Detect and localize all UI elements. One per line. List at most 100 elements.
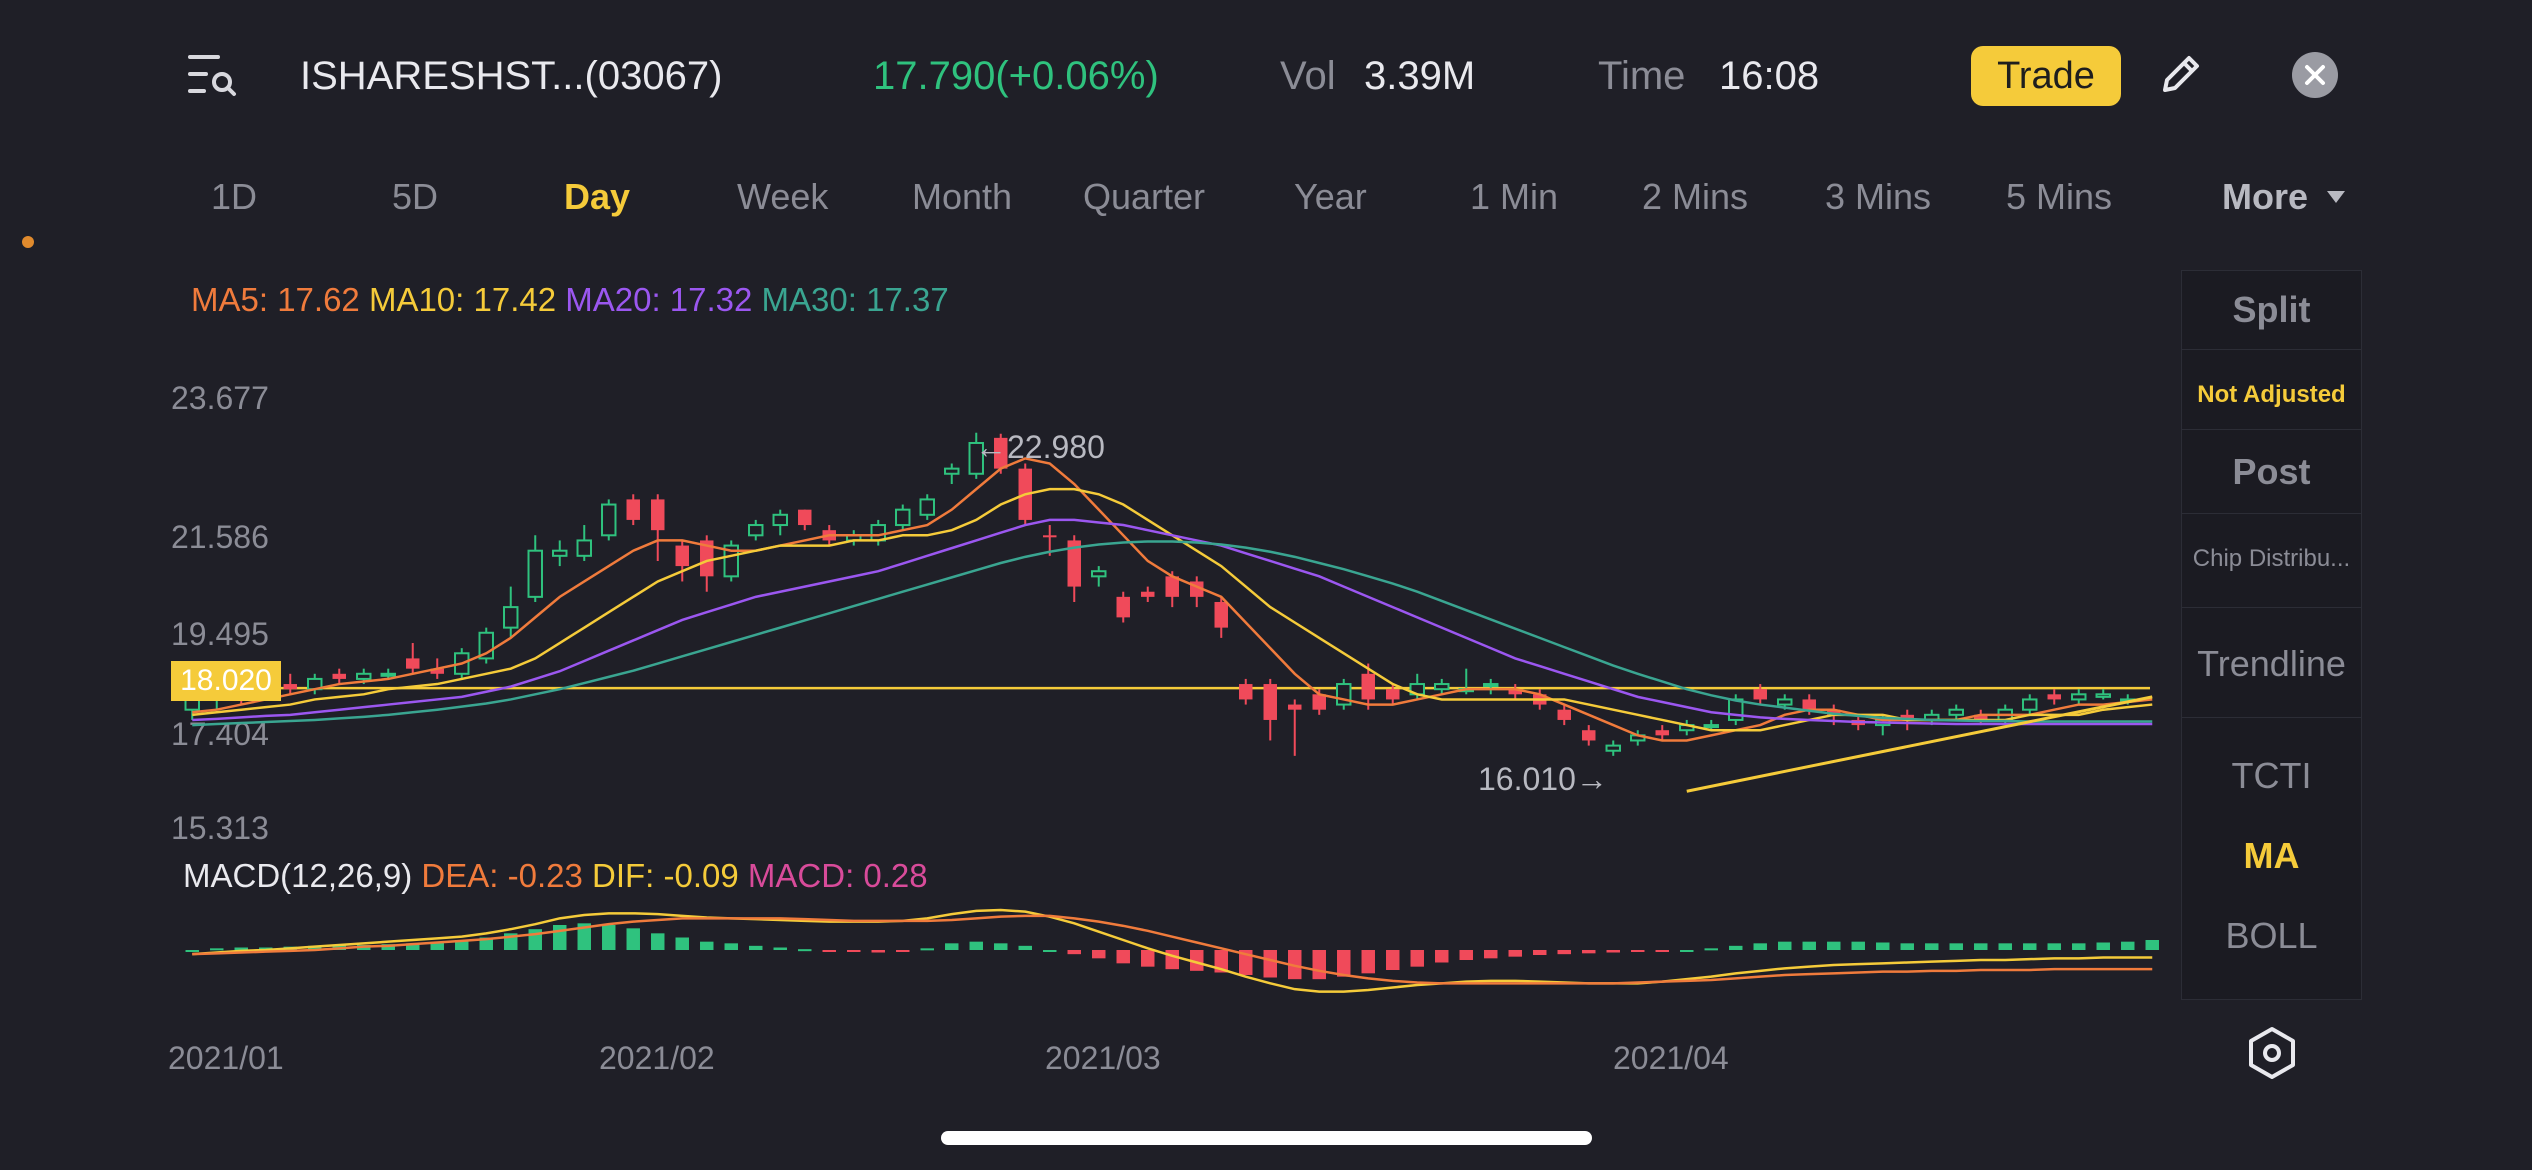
y-axis-label: 15.313 [171,810,269,846]
home-indicator[interactable] [941,1131,1592,1145]
ma-option[interactable]: MA [2243,835,2300,876]
macd-histogram-bar [210,948,224,951]
macd-value-legend: MACD: 0.28 [747,857,928,894]
macd-histogram-bar [1263,950,1277,978]
candle-body [1948,708,1964,716]
tab-5d[interactable]: 5D [392,176,439,217]
settings-hexagon-icon[interactable] [2244,1025,2300,1081]
tab-1-min[interactable]: 1 Min [1470,176,1559,217]
tab-month[interactable]: Month [912,176,1013,217]
macd-histogram-bar [455,940,469,950]
ma5-line [192,457,2153,742]
macd-histogram-bar [871,950,885,953]
dea-legend: DEA: -0.23 [421,857,583,894]
macd-histogram-bar [2047,943,2061,950]
macd-histogram-bar [675,937,689,950]
candle-body [1557,709,1571,720]
candle-body [2071,693,2087,701]
menu-search-icon[interactable] [186,52,238,98]
candle-body [406,658,420,669]
candle-body [651,499,665,531]
candle-body [968,441,984,475]
split-option[interactable]: Split [2232,289,2311,330]
candle-body [798,509,812,526]
candle-body [1802,699,1816,710]
tab-week[interactable]: Week [737,176,829,217]
more-label: More [2222,176,2309,217]
candle-body [870,524,886,542]
close-icon[interactable] [2292,52,2338,98]
ma-legend: MA5: 17.62 MA10: 17.42 MA20: 17.32 MA30:… [191,278,949,322]
macd-histogram-bar [1925,943,1939,950]
y-axis-label: 21.586 [171,519,269,555]
candle-body [626,499,640,520]
trendline [1686,695,2153,793]
not-adjusted-option[interactable]: Not Adjusted [2197,381,2346,408]
macd-histogram-bar [185,950,199,952]
tab-year[interactable]: Year [1294,176,1367,217]
macd-name: MACD(12,26,9) [183,857,413,894]
macd-histogram-bar [724,943,738,950]
candle-body [1974,714,1988,720]
boll-option[interactable]: BOLL [2225,915,2318,956]
macd-histogram-bar [2121,941,2135,950]
candle-body [2022,698,2038,711]
trade-button[interactable]: Trade [1971,46,2121,106]
macd-histogram-bar [1851,941,1865,950]
tab-quarter[interactable]: Quarter [1083,176,1206,217]
candle-body [700,540,714,577]
macd-histogram-bar [1435,950,1449,963]
macd-histogram-bar [1631,950,1645,952]
macd-histogram-bar [1680,950,1694,952]
tab-3-mins[interactable]: 3 Mins [1825,176,1932,217]
candle-body [1386,689,1400,700]
macd-histogram-bar [1827,941,1841,950]
dif-legend: DIF: -0.09 [592,857,739,894]
tcti-option[interactable]: TCTI [2231,755,2312,796]
candle-body [1483,683,1499,688]
edit-pencil-icon[interactable] [2155,48,2207,100]
stock-title[interactable]: ISHARESHST...(03067) [300,54,723,98]
macd-histogram-bar [1190,950,1204,971]
time-label: Time [1598,54,1686,98]
candle-body [356,672,372,680]
macd-histogram-bar [1312,950,1326,980]
candle-body [1116,596,1130,618]
tab-1d[interactable]: 1D [211,176,258,217]
candle-body [2095,693,2111,698]
indicator-dot [22,236,34,248]
candle-body [723,544,739,578]
macd-histogram-bar [1459,950,1473,960]
macd-histogram-bar [2072,943,2086,950]
candle-body [1434,683,1450,691]
ma20-legend: MA20: 17.32 [565,281,753,318]
current-price-tag: 18.020 [171,661,281,701]
macd-histogram-bar [1410,950,1424,967]
trendline-option[interactable]: Trendline [2197,643,2346,684]
macd-histogram-bar [798,949,812,952]
candle-body [552,549,568,557]
macd-histogram-bar [1484,950,1498,959]
macd-histogram-bar [1998,943,2012,950]
macd-histogram-bar [651,933,665,950]
macd-histogram-bar [822,950,836,952]
macd-histogram-bar [1043,950,1057,952]
tab-5-mins[interactable]: 5 Mins [2006,176,2113,217]
ma30-line [192,540,2153,727]
candle-body [1703,724,1719,729]
ma30-legend: MA30: 17.37 [761,281,949,318]
more-button[interactable]: More [2222,172,2346,222]
macd-histogram-bar [1361,950,1375,974]
x-axis-label: 2021/02 [599,1040,715,1076]
tab-day[interactable]: Day [564,176,631,217]
dea-line [192,914,2153,985]
macd-histogram-bar [234,947,248,950]
macd-histogram-bar [847,950,861,952]
candle-body [919,498,935,516]
chip-distribution-option[interactable]: Chip Distribu... [2192,545,2351,572]
candle-body [1043,535,1057,538]
tab-2-mins[interactable]: 2 Mins [1642,176,1749,217]
post-option[interactable]: Post [2232,451,2311,492]
macd-histogram-bar [2145,940,2159,950]
